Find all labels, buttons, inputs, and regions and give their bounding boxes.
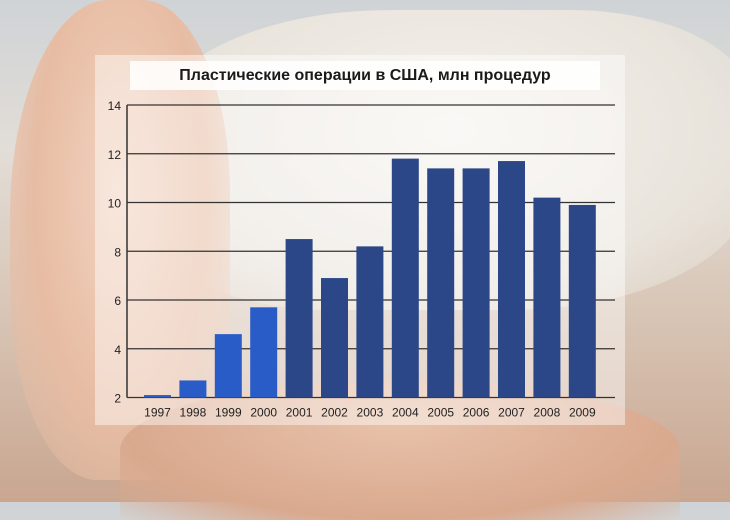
x-tick-label: 2007: [498, 406, 525, 420]
x-tick-label: 1998: [180, 406, 207, 420]
x-tick-label: 2001: [286, 406, 313, 420]
bar-2001: [285, 239, 313, 398]
x-tick-label: 1997: [144, 406, 171, 420]
y-tick-label: 14: [108, 99, 122, 113]
bar-2000: [250, 307, 278, 398]
bar-2004: [391, 158, 419, 398]
x-tick-label: 2004: [392, 406, 419, 420]
bar-2005: [427, 168, 455, 398]
bar-chart: 2 4 6 8 10 12 14 1997 1998 1999 2000 2001 2002 2003 20…: [108, 99, 615, 420]
title-box: [130, 61, 600, 90]
y-tick-label: 10: [108, 197, 122, 211]
bar-2009: [568, 204, 596, 398]
y-tick-label: 2: [114, 392, 121, 406]
x-tick-label: 2003: [357, 406, 384, 420]
x-tick-label: 2008: [534, 406, 561, 420]
x-tick-label: 2002: [321, 406, 348, 420]
chart-title: Пластические операции в США, млн процеду…: [179, 67, 551, 84]
bar-2008: [533, 197, 561, 398]
bar-2002: [321, 278, 348, 398]
y-tick-label: 4: [114, 343, 121, 357]
y-tick-label: 12: [108, 148, 122, 162]
x-tick-label: 2009: [569, 406, 596, 420]
bar-1999: [214, 334, 242, 398]
x-tick-label: 2006: [463, 406, 490, 420]
neck: [120, 380, 680, 520]
bar-2003: [356, 246, 384, 398]
bar-1998: [179, 380, 207, 398]
y-tick-label: 6: [114, 294, 121, 308]
x-tick-label: 2005: [427, 406, 454, 420]
bar-2006: [462, 168, 490, 398]
bar-2007: [498, 161, 525, 398]
y-tick-label: 8: [114, 245, 121, 259]
bar-1997: [144, 395, 171, 398]
x-tick-label: 2000: [250, 406, 277, 420]
x-tick-label: 1999: [215, 406, 242, 420]
